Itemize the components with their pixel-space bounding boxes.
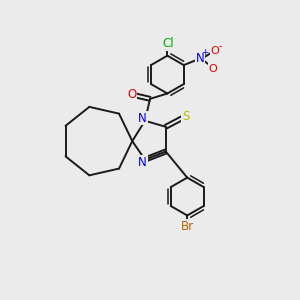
Text: O: O (127, 88, 136, 101)
Text: N: N (196, 52, 204, 65)
Text: +: + (201, 48, 209, 57)
Text: S: S (182, 110, 189, 123)
Text: -: - (218, 41, 222, 51)
Text: O: O (209, 64, 218, 74)
Text: O: O (211, 46, 219, 56)
Text: N: N (138, 156, 147, 169)
Text: Cl: Cl (162, 37, 174, 50)
Text: N: N (138, 112, 147, 124)
Text: Br: Br (181, 220, 194, 233)
